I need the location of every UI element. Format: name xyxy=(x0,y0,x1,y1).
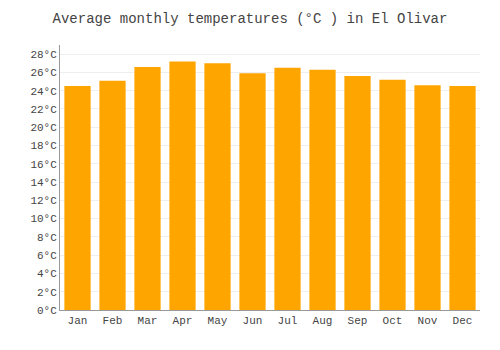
svg-text:0°C: 0°C xyxy=(37,305,57,317)
svg-text:Feb: Feb xyxy=(103,315,123,327)
svg-text:12°C: 12°C xyxy=(30,195,57,207)
svg-text:Jul: Jul xyxy=(278,315,298,327)
svg-text:Oct: Oct xyxy=(383,315,403,327)
svg-text:Jan: Jan xyxy=(68,315,88,327)
svg-text:20°C: 20°C xyxy=(30,122,57,134)
svg-text:Mar: Mar xyxy=(138,315,158,327)
svg-text:2°C: 2°C xyxy=(37,287,57,299)
svg-text:18°C: 18°C xyxy=(30,140,57,152)
svg-text:Average monthly temperatures (: Average monthly temperatures (°C ) in El… xyxy=(53,11,448,27)
svg-text:8°C: 8°C xyxy=(37,232,57,244)
svg-text:May: May xyxy=(208,315,228,327)
svg-text:Nov: Nov xyxy=(418,315,438,327)
svg-text:16°C: 16°C xyxy=(30,159,57,171)
svg-text:Aug: Aug xyxy=(313,315,333,327)
svg-text:Apr: Apr xyxy=(173,315,193,327)
svg-text:28°C: 28°C xyxy=(30,49,57,61)
svg-text:Dec: Dec xyxy=(453,315,473,327)
svg-text:Sep: Sep xyxy=(348,315,368,327)
svg-text:14°C: 14°C xyxy=(30,177,57,189)
svg-text:24°C: 24°C xyxy=(30,86,57,98)
svg-text:6°C: 6°C xyxy=(37,250,57,262)
svg-text:26°C: 26°C xyxy=(30,67,57,79)
svg-text:4°C: 4°C xyxy=(37,268,57,280)
svg-text:Jun: Jun xyxy=(243,315,263,327)
svg-text:22°C: 22°C xyxy=(30,104,57,116)
svg-text:10°C: 10°C xyxy=(30,213,57,225)
